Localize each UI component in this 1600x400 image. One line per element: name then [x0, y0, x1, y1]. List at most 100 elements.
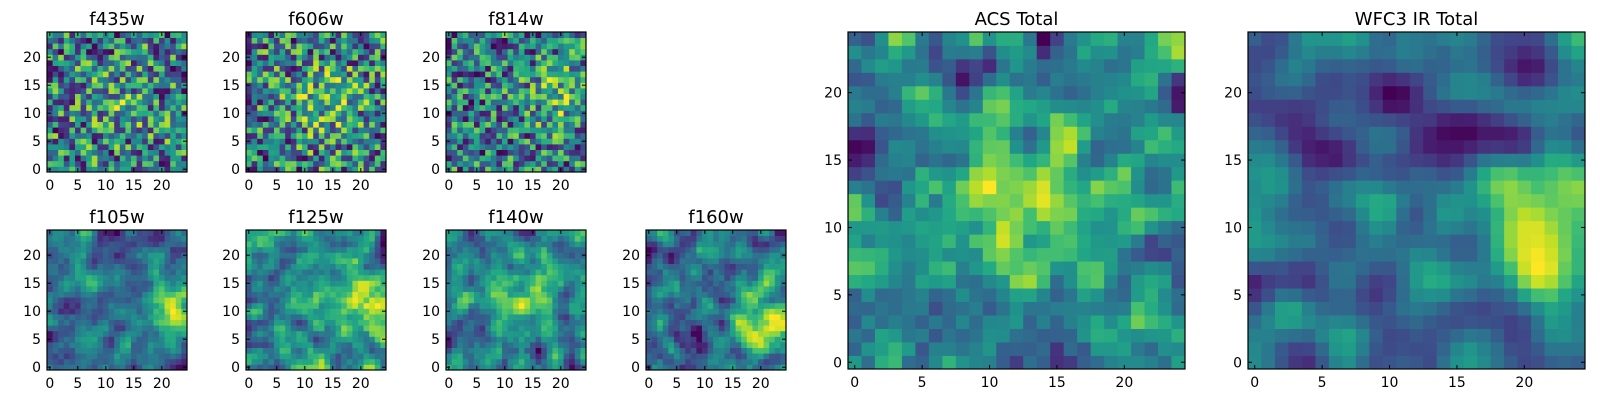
heatmap-cell [268, 297, 275, 304]
heatmap-cell [518, 280, 525, 287]
heatmap-cell [170, 166, 177, 173]
heatmap-cell [131, 286, 137, 292]
heatmap-cell [108, 149, 115, 156]
heatmap-cell [302, 54, 308, 61]
heatmap-cell [290, 65, 297, 72]
heatmap-cell [451, 110, 458, 117]
heatmap-cell [91, 166, 98, 173]
heatmap-cell [468, 104, 475, 111]
heatmap-cell [546, 325, 553, 332]
heatmap-cell [915, 247, 930, 262]
heatmap-cell [114, 342, 121, 348]
heatmap-cell [296, 104, 303, 111]
heatmap-cell [147, 60, 154, 66]
heatmap-cell [363, 37, 370, 44]
heatmap-cell [103, 121, 109, 128]
heatmap-cell [563, 99, 570, 106]
heatmap-cell [103, 160, 109, 167]
heatmap-cell [474, 71, 480, 78]
heatmap-cell [702, 291, 708, 298]
heatmap-cell [119, 286, 126, 292]
heatmap-cell [774, 230, 781, 236]
heatmap-cell [335, 235, 342, 242]
heatmap-cell [251, 110, 258, 117]
heatmap-cell [848, 153, 862, 168]
heatmap-cell [485, 319, 492, 326]
heatmap-cell [142, 127, 149, 134]
heatmap-cell [518, 138, 525, 145]
heatmap-cell [47, 104, 53, 111]
heatmap-cell [380, 155, 387, 162]
heatmap-cell [170, 252, 177, 259]
heatmap-cell [713, 319, 720, 326]
heatmap-cell [741, 314, 748, 320]
heatmap-cell [1171, 247, 1186, 262]
heatmap-cell [479, 308, 486, 315]
heatmap-cell [318, 110, 325, 117]
heatmap-cell [97, 76, 104, 83]
heatmap-cell [541, 160, 548, 167]
heatmap-cell [147, 314, 154, 320]
heatmap-cell [147, 37, 154, 44]
heatmap-cell [142, 71, 149, 78]
heatmap-cell [580, 269, 587, 276]
heatmap-cell [58, 314, 65, 320]
heatmap-cell [502, 342, 508, 348]
heatmap-cell [91, 99, 98, 106]
heatmap-cell [479, 110, 486, 117]
heatmap-cell [374, 297, 381, 304]
heatmap-cell [175, 110, 182, 117]
heatmap-cell [479, 353, 486, 360]
heatmap-cell [758, 297, 764, 304]
heatmap-cell [558, 302, 564, 309]
heatmap-cell [580, 71, 587, 78]
heatmap-cell [563, 246, 570, 253]
heatmap-cell [1063, 301, 1078, 316]
heatmap-cell [69, 286, 76, 292]
heatmap-cell [457, 252, 464, 259]
heatmap-cell [318, 302, 325, 309]
heatmap-cell [268, 258, 275, 264]
heatmap-cell [485, 364, 492, 371]
heatmap-cell [380, 230, 387, 236]
heatmap-cell [662, 241, 669, 248]
heatmap-cell [268, 358, 275, 365]
heatmap-cell [507, 358, 514, 365]
heatmap-cell [103, 88, 109, 94]
heatmap-cell [346, 166, 353, 173]
heatmap-cell [108, 269, 115, 276]
heatmap-cell [91, 252, 98, 259]
heatmap-cell [679, 358, 686, 365]
heatmap-cell [685, 347, 692, 354]
heatmap-cell [746, 263, 753, 270]
heatmap-cell [774, 347, 781, 354]
heatmap-cell [307, 127, 314, 134]
heatmap-cell [257, 99, 264, 106]
heatmap-cell [279, 241, 286, 248]
heatmap-cell [374, 110, 381, 117]
heatmap-cell [462, 308, 469, 315]
heatmap-cell [541, 155, 548, 162]
heatmap-cell [341, 286, 348, 292]
heatmap-cell [257, 166, 264, 173]
heatmap-cell [451, 138, 458, 145]
heatmap-cell [181, 60, 188, 66]
heatmap-cell [335, 269, 342, 276]
heatmap-cell [159, 65, 165, 72]
heatmap-cell [131, 88, 137, 94]
heatmap-cell [330, 263, 336, 270]
heatmap-cell [563, 65, 570, 72]
heatmap-cell [982, 234, 997, 249]
heatmap-cell [752, 230, 759, 236]
heatmap-cell [955, 315, 970, 329]
heatmap-cell [468, 116, 475, 122]
heatmap-cell [91, 314, 98, 320]
heatmap-cell [485, 342, 492, 348]
heatmap-cell [552, 82, 559, 89]
heatmap-cell [518, 116, 525, 122]
heatmap-cell [86, 32, 93, 38]
heatmap-cell [574, 76, 581, 83]
heatmap-cell [175, 246, 182, 253]
heatmap-cell [769, 342, 776, 348]
